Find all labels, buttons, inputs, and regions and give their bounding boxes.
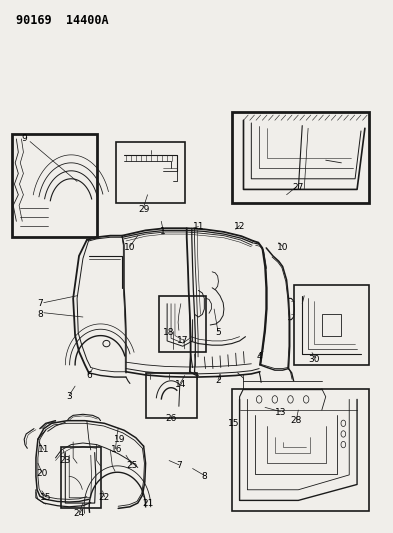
Text: 6: 6 [86, 371, 92, 380]
Text: 2: 2 [215, 376, 221, 385]
Text: 19: 19 [114, 435, 126, 444]
Text: 9: 9 [21, 134, 27, 143]
Text: 10: 10 [124, 244, 136, 253]
Bar [61, 447, 101, 508]
Text: 10: 10 [277, 244, 288, 253]
Bar [13, 134, 97, 237]
Text: 18: 18 [163, 328, 175, 337]
Text: 25: 25 [126, 462, 138, 470]
Bar [232, 112, 369, 203]
Text: 29: 29 [138, 205, 149, 214]
Text: 26: 26 [165, 414, 177, 423]
Text: 8: 8 [37, 310, 43, 319]
Text: 4: 4 [256, 352, 262, 361]
Text: 11: 11 [38, 446, 50, 455]
Text: 90169  14400A: 90169 14400A [17, 14, 109, 27]
Text: 8: 8 [202, 472, 207, 481]
Text: 5: 5 [215, 328, 221, 337]
Bar [294, 285, 369, 365]
Text: 15: 15 [228, 419, 239, 428]
Text: 14: 14 [175, 380, 187, 389]
Text: 27: 27 [293, 183, 304, 192]
Text: 12: 12 [234, 222, 245, 231]
Text: 17: 17 [177, 336, 189, 345]
Text: 23: 23 [60, 456, 71, 465]
Text: 11: 11 [193, 222, 204, 231]
Text: 13: 13 [275, 408, 286, 417]
Text: 30: 30 [308, 355, 320, 364]
Bar [322, 314, 342, 336]
Text: 7: 7 [37, 299, 43, 308]
Bar [145, 373, 196, 418]
Ellipse shape [103, 341, 110, 347]
Text: 28: 28 [291, 416, 302, 425]
Text: 21: 21 [142, 498, 153, 507]
Text: 24: 24 [73, 509, 84, 518]
Text: 3: 3 [66, 392, 72, 401]
Text: 22: 22 [99, 493, 110, 502]
Text: 16: 16 [110, 446, 122, 455]
Text: 1: 1 [160, 228, 166, 237]
Text: 15: 15 [40, 493, 51, 502]
Bar [116, 142, 185, 203]
Bar [232, 389, 369, 511]
Text: 7: 7 [176, 462, 182, 470]
Text: 20: 20 [36, 470, 48, 478]
Bar [159, 296, 206, 352]
